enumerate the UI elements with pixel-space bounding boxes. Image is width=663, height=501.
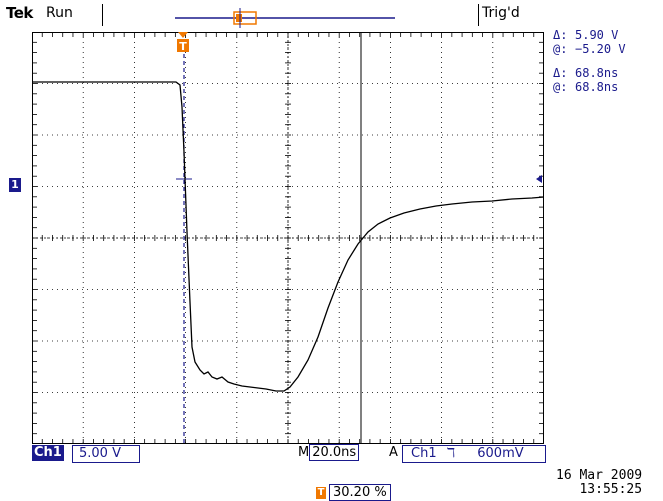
record-position-bar [175, 8, 395, 28]
time-delta-row: Δ: 68.8ns [553, 66, 626, 80]
channel-1-scale[interactable]: 5.00 V [72, 445, 140, 463]
graticule-grid [32, 32, 544, 444]
delta-symbol: Δ: [553, 66, 568, 80]
trigger-position-readout[interactable]: T 30.20 % [316, 484, 391, 501]
header-divider [102, 4, 103, 26]
header-divider [478, 4, 479, 26]
brand-logo: Tek [6, 4, 33, 22]
amplitude-delta-row: Δ: 5.90 V [553, 28, 626, 42]
amplitude-at-value: −5.20 V [575, 42, 626, 56]
at-symbol: @: [553, 42, 568, 56]
cursor-readout-panel: Δ: 5.90 V @: −5.20 V Δ: 68.8ns @: 68.8ns [553, 28, 626, 94]
timebase-value: 20.0ns [309, 444, 360, 461]
trigger-position-value: 30.20 % [329, 484, 391, 501]
time-delta-value: 68.8ns [575, 66, 619, 80]
trigger-position-marker: T [177, 32, 189, 53]
trigger-slope-icon: ℸ [446, 446, 456, 461]
trigger-settings-readout[interactable]: Ch1 ℸ 600mV [402, 445, 546, 463]
at-symbol: @: [553, 80, 568, 94]
trigger-source: Ch1 [411, 446, 437, 461]
trigger-status: Trig'd [482, 5, 520, 21]
channel-1-label[interactable]: Ch1 [32, 445, 64, 461]
amplitude-delta-value: 5.90 V [575, 28, 619, 42]
acquisition-state: Run [46, 5, 73, 21]
trigger-badge-icon: T [316, 486, 326, 499]
trigger-level-arrow [536, 175, 542, 183]
time-at-value: 68.8ns [575, 80, 619, 94]
trigger-mode-prefix: A [389, 445, 398, 460]
trigger-marker-letter: T [179, 40, 187, 53]
time: 13:55:25 [579, 482, 643, 497]
timebase-readout[interactable]: M 20.0ns [298, 444, 360, 461]
timebase-prefix: M [298, 445, 310, 460]
trigger-level: 600mV [477, 446, 524, 461]
date-time-stamp: 16 Mar 2009 13:55:25 [556, 469, 642, 497]
date: 16 Mar 2009 [556, 468, 643, 483]
waveform-display: T [32, 32, 544, 444]
channel-1-trace [32, 81, 544, 392]
delta-symbol: Δ: [553, 28, 568, 42]
time-at-row: @: 68.8ns [553, 80, 626, 94]
channel-1-ground-marker[interactable]: 1 [9, 178, 21, 192]
amplitude-at-row: @: −5.20 V [553, 42, 626, 56]
